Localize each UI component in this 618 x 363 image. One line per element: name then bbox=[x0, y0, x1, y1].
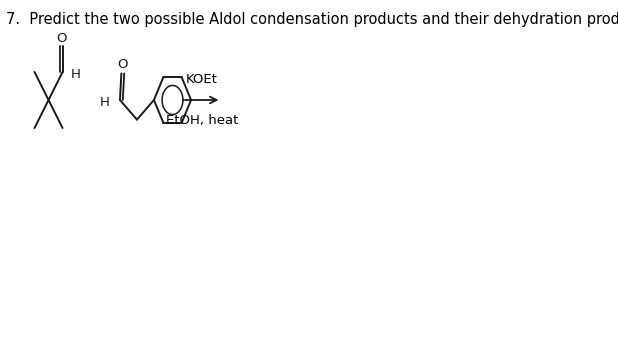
Text: O: O bbox=[117, 58, 128, 71]
Text: 7.  Predict the two possible Aldol condensation products and their dehydration p: 7. Predict the two possible Aldol conden… bbox=[6, 12, 618, 27]
Text: H: H bbox=[71, 69, 81, 82]
Text: O: O bbox=[56, 32, 66, 45]
Text: EtOH, heat: EtOH, heat bbox=[166, 114, 238, 127]
Text: H: H bbox=[100, 95, 110, 109]
Text: KOEt: KOEt bbox=[186, 73, 218, 86]
